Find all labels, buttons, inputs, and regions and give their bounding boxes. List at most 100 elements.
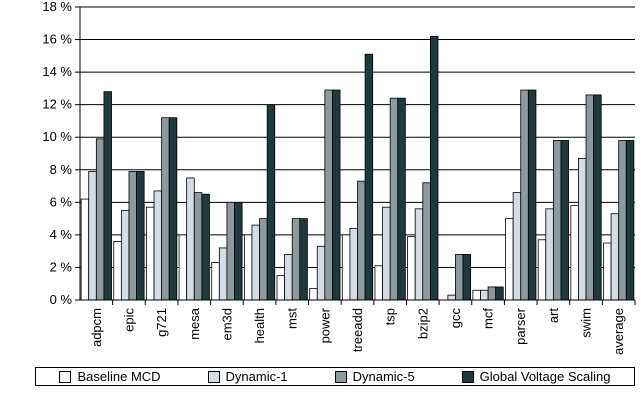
bar-dynamic-5-g721 — [161, 117, 170, 301]
bar-dynamic-5-swim — [585, 94, 595, 301]
bar-dynamic-1-health — [251, 224, 260, 301]
legend-swatch-dynamic-5 — [334, 370, 347, 383]
y-tick-label: 16 % — [42, 32, 72, 47]
bar-global-voltage-scaling-mesa — [201, 193, 210, 301]
bar-global-voltage-scaling-mst — [299, 218, 308, 301]
y-tick-label: 0 % — [50, 292, 73, 307]
bar-dynamic-1-mesa — [186, 177, 195, 301]
bar-dynamic-1-power — [316, 245, 326, 301]
bar-dynamic-1-em3d — [218, 247, 228, 301]
y-tick-label: 4 % — [50, 227, 73, 242]
y-tick-label: 12 % — [42, 97, 72, 112]
legend-item-baseline-mcd: Baseline MCD — [59, 369, 161, 384]
bar-baseline-mcd-mesa — [178, 234, 188, 301]
bar-global-voltage-scaling-swim — [593, 94, 602, 301]
legend-label-global-voltage-scaling: Global Voltage Scaling — [479, 369, 611, 384]
x-tick-label: mst — [285, 308, 300, 329]
bar-dynamic-5-art — [552, 140, 562, 301]
bar-baseline-mcd-power — [309, 288, 318, 301]
bar-global-voltage-scaling-adpcm — [103, 91, 112, 301]
bar-dynamic-5-tsp — [389, 97, 399, 301]
bar-baseline-mcd-parser — [505, 218, 514, 301]
legend-item-global-voltage-scaling: Global Voltage Scaling — [461, 369, 611, 384]
bar-dynamic-1-swim — [578, 157, 587, 301]
y-tick-label: 2 % — [50, 259, 73, 274]
y-tick-label: 8 % — [50, 162, 73, 177]
bar-dynamic-1-mst — [284, 254, 293, 301]
y-tick-labels: 0 % 2 % 4 % 6 % 8 % 10 % 12 % 14 % 16 % 18 % — [42, 0, 80, 307]
bar-dynamic-5-mcf — [487, 286, 497, 301]
bar-dynamic-5-mesa — [193, 192, 203, 301]
bar-baseline-mcd-average — [603, 242, 612, 301]
bar-baseline-mcd-mst — [276, 275, 286, 301]
bar-baseline-mcd-em3d — [211, 262, 220, 301]
x-tick-label: g721 — [154, 308, 169, 337]
legend-swatch-baseline-mcd — [59, 370, 72, 383]
bar-global-voltage-scaling-art — [560, 140, 569, 301]
bar-dynamic-5-bzip2 — [422, 182, 431, 301]
bar-baseline-mcd-mcf — [472, 289, 481, 301]
y-tick-label: 18 % — [42, 0, 72, 14]
legend-swatch-dynamic-1 — [207, 370, 220, 383]
bar-dynamic-5-mst — [291, 218, 301, 301]
bar-dynamic-1-g721 — [153, 190, 163, 301]
bar-global-voltage-scaling-power — [332, 89, 341, 301]
bar-global-voltage-scaling-epic — [136, 171, 145, 301]
bar-global-voltage-scaling-mcf — [495, 286, 504, 301]
y-tick-label: 10 % — [42, 129, 72, 144]
x-tick-label: epic — [122, 308, 137, 332]
bar-dynamic-1-tsp — [382, 206, 391, 301]
bar-dynamic-5-treeadd — [357, 180, 366, 301]
bar-dynamic-1-gcc — [447, 294, 456, 301]
bar-dynamic-1-bzip2 — [414, 208, 424, 301]
bar-baseline-mcd-epic — [113, 240, 122, 301]
bar-dynamic-5-adpcm — [95, 138, 105, 301]
legend: Baseline MCD Dynamic-1 Dynamic-5 Global … — [35, 367, 635, 386]
bar-dynamic-1-epic — [120, 210, 130, 301]
legend-item-dynamic-5: Dynamic-5 — [334, 369, 415, 384]
y-tick-label: 14 % — [42, 64, 72, 79]
bar-dynamic-5-gcc — [455, 254, 464, 301]
legend-swatch-global-voltage-scaling — [461, 370, 474, 383]
x-tick-label: adpcm — [89, 308, 104, 347]
bar-global-voltage-scaling-g721 — [168, 117, 178, 301]
legend-item-dynamic-1: Dynamic-1 — [207, 369, 288, 384]
x-tick-label: health — [252, 308, 267, 343]
bar-dynamic-1-parser — [512, 192, 522, 301]
bar-dynamic-5-health — [259, 218, 268, 301]
bar-dynamic-5-average — [618, 140, 627, 301]
x-tick-label: em3d — [219, 308, 234, 341]
legend-label-dynamic-5: Dynamic-5 — [352, 369, 415, 384]
x-tick-label: art — [546, 308, 561, 324]
bar-baseline-mcd-g721 — [146, 206, 155, 301]
x-tick-label: mcf — [481, 308, 496, 329]
bar-dynamic-1-art — [545, 208, 554, 301]
x-tick-label: average — [611, 308, 626, 355]
bar-baseline-mcd-bzip2 — [407, 236, 416, 301]
x-tick-labels: adpcm epic g721 mesa em3d health mst power treea… — [89, 300, 636, 355]
bar-dynamic-5-epic — [128, 171, 137, 301]
bar-global-voltage-scaling-average — [625, 140, 635, 301]
x-tick-label: parser — [513, 307, 528, 345]
x-tick-label: power — [317, 307, 332, 343]
bar-baseline-mcd-tsp — [374, 265, 383, 301]
bar-baseline-mcd-adpcm — [80, 198, 90, 301]
axes — [79, 7, 635, 301]
x-tick-label: tsp — [383, 308, 398, 325]
bar-dynamic-5-power — [324, 89, 333, 301]
bar-baseline-mcd-art — [537, 239, 547, 301]
bar-global-voltage-scaling-bzip2 — [429, 35, 439, 301]
bar-baseline-mcd-treeadd — [341, 234, 351, 301]
bar-global-voltage-scaling-parser — [527, 89, 537, 301]
legend-label-dynamic-1: Dynamic-1 — [225, 369, 288, 384]
legend-label-baseline-mcd: Baseline MCD — [77, 369, 161, 384]
bar-dynamic-5-parser — [520, 89, 529, 301]
bar-dynamic-1-treeadd — [349, 227, 358, 301]
bar-baseline-mcd-health — [243, 234, 253, 301]
bar-global-voltage-scaling-gcc — [462, 254, 472, 301]
x-tick-label: gcc — [448, 308, 463, 329]
x-tick-label: mesa — [187, 307, 202, 340]
bar-baseline-mcd-swim — [570, 205, 579, 301]
bar-global-voltage-scaling-em3d — [234, 201, 243, 301]
